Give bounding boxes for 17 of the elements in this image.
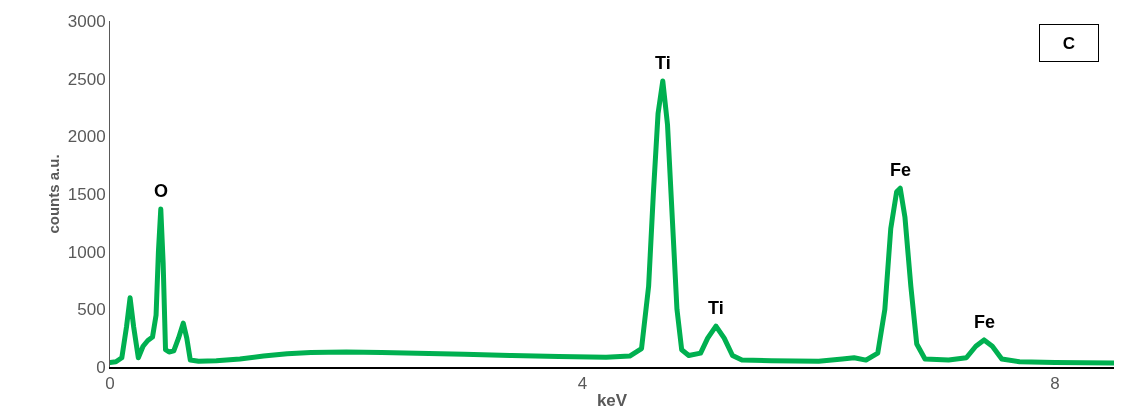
y-tick-label: 0	[96, 357, 106, 377]
y-tick-label: 500	[77, 300, 106, 320]
y-tick-label: 3000	[67, 11, 106, 31]
annotation: Fe	[890, 160, 912, 180]
annotation: Ti	[655, 53, 671, 73]
x-tick-label: 8	[1050, 374, 1060, 394]
annotation: C	[1062, 33, 1076, 53]
annotation: Ti	[708, 298, 724, 318]
y-tick-label: 1000	[67, 242, 106, 262]
y-axis-title: counts a.u.	[45, 154, 63, 234]
x-tick-label: 4	[577, 374, 588, 394]
y-tick-label: 2000	[67, 127, 106, 147]
x-axis-title: keV	[596, 391, 628, 411]
y-tick-label: 1500	[67, 184, 106, 204]
annotation: O	[154, 181, 169, 201]
y-tick-label: 2500	[67, 69, 106, 89]
annotation: Fe	[974, 312, 996, 332]
